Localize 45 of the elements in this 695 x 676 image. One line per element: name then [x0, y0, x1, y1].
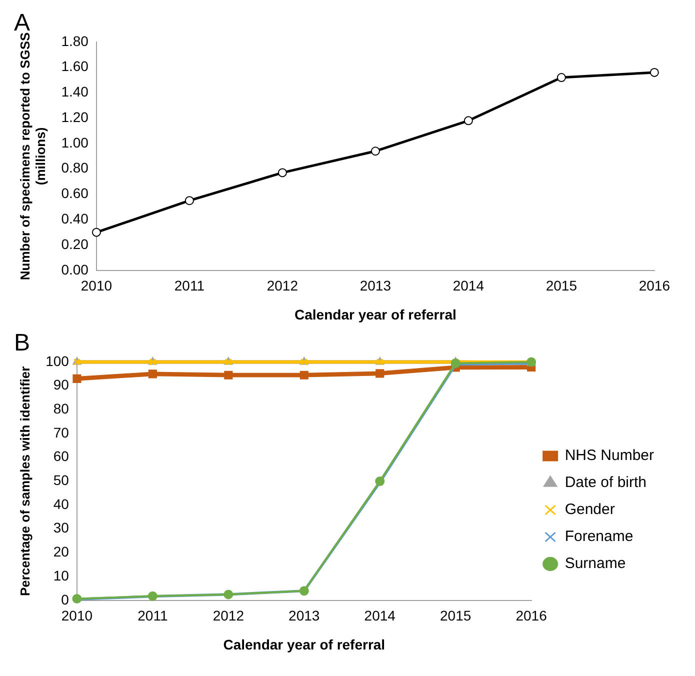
y-tick-label: 0.00	[61, 261, 89, 278]
legend-label: NHS Number	[564, 447, 654, 464]
y-tick-label: 1.80	[61, 32, 89, 49]
x-tick-label: 2013	[288, 608, 320, 624]
x-tick-label: 2011	[174, 278, 205, 294]
text: B	[14, 330, 30, 357]
y-tick-label: 0.60	[61, 185, 89, 202]
y-tick-label: 70	[53, 424, 70, 440]
x-tick-label: 2016	[638, 278, 670, 294]
x-axis-title: Calendar year of referral	[223, 636, 386, 652]
x-tick-label: 2016	[516, 608, 548, 624]
x-tick-label: 2015	[440, 608, 472, 624]
y-tick-label: 0.40	[61, 210, 89, 227]
y-tick-label: 0.20	[61, 236, 89, 252]
y-tick-label: 1.20	[61, 108, 89, 125]
x-tick-label: 2014	[364, 608, 396, 624]
y-tick-label: 30	[53, 520, 70, 536]
x-tick-label: 2014	[452, 278, 484, 294]
legend-label: Date of birth	[564, 474, 647, 492]
y-tick-label: 20	[53, 544, 70, 560]
y-tick-label: 0	[61, 591, 70, 608]
y-tick-label: 100	[46, 352, 70, 369]
legend-label: Gender	[564, 501, 615, 518]
legend-label: Forename	[564, 528, 634, 546]
x-tick-label: 2011	[138, 608, 168, 624]
y-tick-label: 1.00	[61, 134, 89, 150]
y-tick-label: 0.80	[61, 160, 89, 176]
x-tick-label: 2012	[212, 608, 244, 624]
x-tick-label: 2013	[360, 278, 392, 294]
x-tick-label: 2010	[61, 608, 93, 624]
y-axis-title: Percentage of samples with identifier	[17, 366, 32, 596]
y-tick-label: 80	[53, 400, 70, 417]
x-tick-label: 2010	[80, 278, 112, 294]
y-tick-label: 10	[53, 567, 70, 584]
legend-label: Surname	[564, 555, 626, 572]
y-axis-title: Number of specimens reported to SGSS (millions)	[17, 32, 48, 280]
y-tick-label: 60	[53, 448, 70, 464]
y-tick-label: 1.60	[61, 58, 89, 74]
x-axis-title: Calendar year of referral	[294, 306, 456, 322]
x-tick-label: 2012	[266, 278, 298, 294]
y-tick-label: 1.40	[61, 84, 89, 100]
y-tick-label: 50	[53, 472, 70, 488]
y-tick-label: 40	[53, 496, 70, 512]
x-tick-label: 2015	[546, 278, 578, 294]
y-tick-label: 90	[53, 376, 70, 393]
